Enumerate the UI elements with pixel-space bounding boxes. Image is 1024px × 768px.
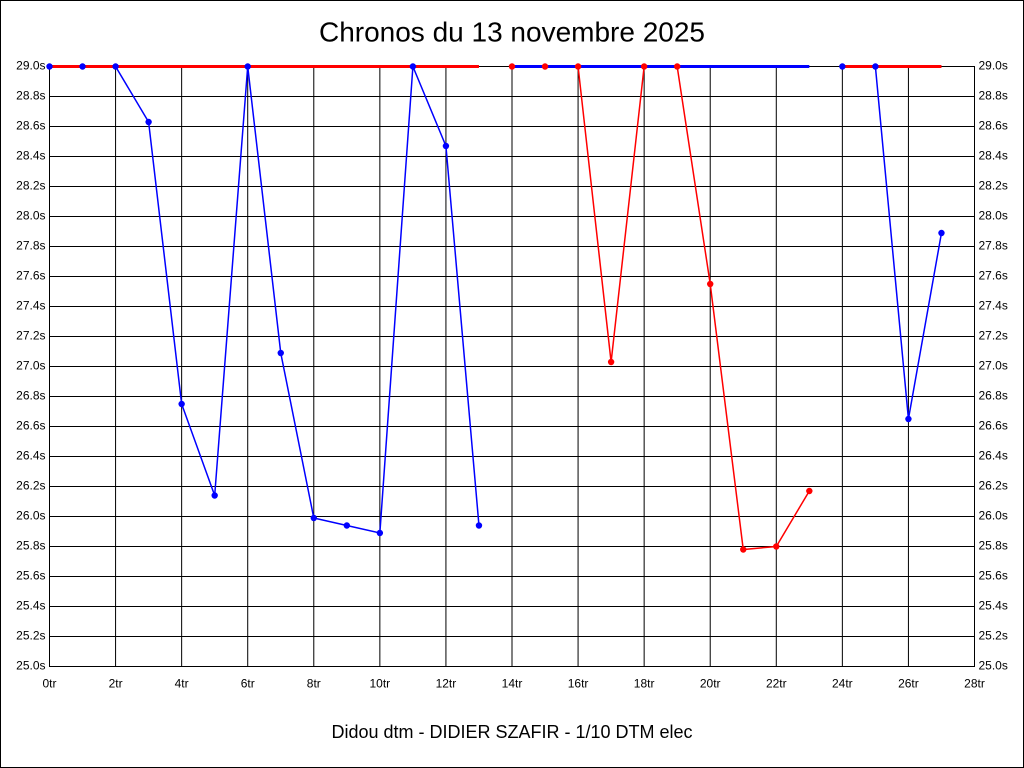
y-tick-label: 28.4s xyxy=(16,149,45,163)
y2-tick-label: 26.8s xyxy=(979,389,1008,403)
point xyxy=(409,63,417,70)
series-line xyxy=(49,65,480,534)
point xyxy=(211,492,218,499)
x-axis-label: Didou dtm - DIDIER SZAFIR - 1/10 DTM ele… xyxy=(331,722,692,742)
y2-tick-label: 28.6s xyxy=(979,119,1008,133)
y-tick-label: 28.2s xyxy=(16,179,45,193)
y-tick-label: 26.6s xyxy=(16,419,45,433)
point xyxy=(46,63,53,70)
y2-tick-label: 28.4s xyxy=(979,149,1008,163)
y2-tick-label: 27.8s xyxy=(979,239,1008,253)
y2-tick-label: 25.4s xyxy=(979,599,1008,613)
y2-tick-label: 26.4s xyxy=(979,449,1008,463)
y-tick-label: 27.8s xyxy=(16,239,45,253)
point xyxy=(376,529,384,537)
y-tick-label: 26.8s xyxy=(16,389,45,403)
y-tick-label: 27.6s xyxy=(16,269,45,283)
point xyxy=(343,522,351,529)
point xyxy=(112,63,119,70)
x-tick-label: 22tr xyxy=(766,677,787,691)
x-tick-label: 26tr xyxy=(898,677,919,691)
y2-tick-label: 26.2s xyxy=(979,479,1008,493)
x-tick-label: 4tr xyxy=(175,677,189,691)
y-tick-label: 27.4s xyxy=(16,299,45,313)
y-tick-label: 25.6s xyxy=(16,569,45,583)
y-tick-label: 25.0s xyxy=(16,659,45,673)
point xyxy=(442,142,450,150)
point xyxy=(145,118,152,126)
point xyxy=(673,63,681,70)
x-tick-label: 6tr xyxy=(241,677,255,691)
point xyxy=(244,63,251,70)
y-tick-label: 26.0s xyxy=(16,509,45,523)
y-tick-label: 28.8s xyxy=(16,89,45,103)
y2-tick-label: 25.6s xyxy=(979,569,1008,583)
x-tick-label: 8tr xyxy=(307,677,321,691)
y-tick-label: 25.8s xyxy=(16,539,45,553)
y2-tick-label: 27.2s xyxy=(979,329,1008,343)
y2-tick-label: 26.0s xyxy=(979,509,1008,523)
point xyxy=(740,546,747,553)
y-tick-label: 27.2s xyxy=(16,329,45,343)
y-tick-label: 25.2s xyxy=(16,629,45,643)
y2-tick-label: 25.2s xyxy=(979,629,1008,643)
y-tick-label: 25.4s xyxy=(16,599,45,613)
x-tick-label: 16tr xyxy=(568,677,589,691)
y-tick-label: 26.4s xyxy=(16,449,45,463)
point xyxy=(508,63,516,70)
point xyxy=(806,487,813,495)
y-tick-label: 28.6s xyxy=(16,119,45,133)
y-tick-label: 26.2s xyxy=(16,479,45,493)
y2-tick-label: 28.2s xyxy=(979,179,1008,193)
point xyxy=(872,63,879,70)
x-tick-label: 24tr xyxy=(832,677,853,691)
y2-tick-label: 27.6s xyxy=(979,269,1008,283)
point xyxy=(839,63,846,70)
x-tick-label: 14tr xyxy=(502,677,523,691)
y2-tick-label: 25.0s xyxy=(979,659,1008,673)
y2-tick-label: 25.8s xyxy=(979,539,1008,553)
y-tick-label: 27.0s xyxy=(16,359,45,373)
x-tick-label: 0tr xyxy=(42,677,56,691)
x-tick-label: 20tr xyxy=(700,677,721,691)
point xyxy=(79,63,86,70)
y2-tick-label: 26.6s xyxy=(979,419,1008,433)
point xyxy=(475,522,483,529)
point xyxy=(178,400,185,408)
point xyxy=(310,514,317,522)
y2-tick-label: 27.4s xyxy=(979,299,1008,313)
y2-tick-label: 29.0s xyxy=(979,59,1008,73)
y2-tick-label: 28.0s xyxy=(979,209,1008,223)
y2-tick-label: 27.0s xyxy=(979,359,1008,373)
x-tick-label: 12tr xyxy=(436,677,457,691)
y-tick-label: 29.0s xyxy=(16,59,45,73)
point xyxy=(773,543,780,550)
x-tick-label: 10tr xyxy=(370,677,391,691)
point xyxy=(574,63,582,70)
x-tick-label: 18tr xyxy=(634,677,655,691)
point xyxy=(607,358,615,366)
point xyxy=(640,63,648,70)
x-tick-label: 28tr xyxy=(964,677,985,691)
y-tick-label: 28.0s xyxy=(16,209,45,223)
point xyxy=(938,229,945,237)
chart-title: Chronos du 13 novembre 2025 xyxy=(319,16,705,47)
x-tick-label: 2tr xyxy=(109,677,123,691)
point xyxy=(905,415,912,423)
point xyxy=(541,63,549,70)
point xyxy=(277,349,284,357)
point xyxy=(707,280,714,288)
y2-tick-label: 28.8s xyxy=(979,89,1008,103)
